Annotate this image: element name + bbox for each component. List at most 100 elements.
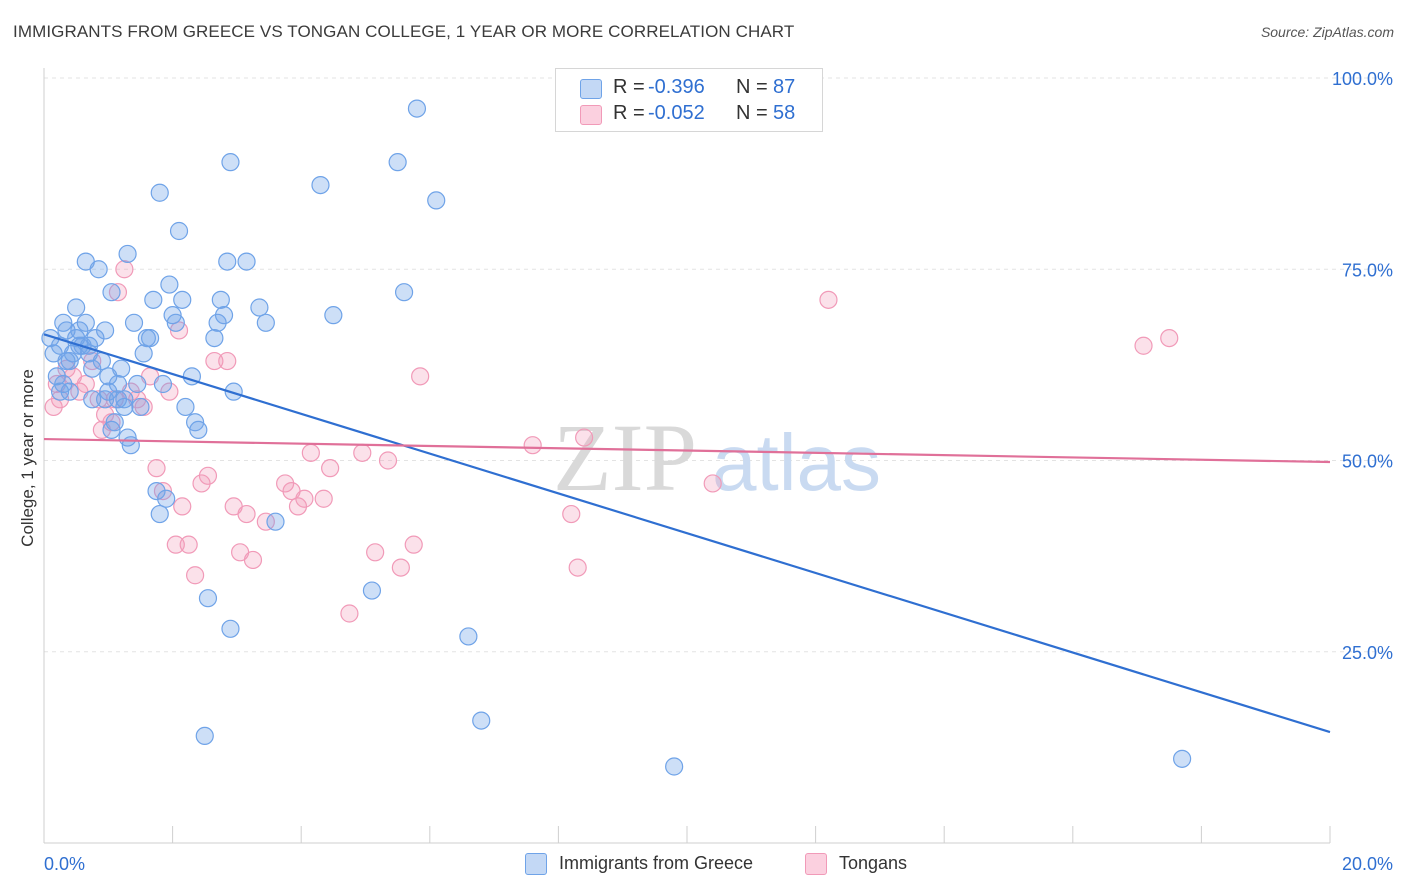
tongans-point [237,504,256,524]
legend-r-label: R = [613,76,645,98]
legend-r-label: R = [613,102,645,124]
greece-point [250,298,269,317]
tongans-point [205,351,224,371]
x-tick-label: 0.0% [44,854,85,874]
tongans-point [256,512,275,531]
greece-point [157,489,176,508]
legend-r-value: -0.396 [648,76,705,98]
legend-swatch-tongans [580,105,602,125]
greece-point [134,344,153,363]
greece-point [150,183,169,202]
greece-point [189,420,208,439]
greece-point [221,619,240,638]
tongans-point [186,566,205,585]
greece-point [95,321,115,340]
greece-point [173,290,192,309]
greece-point [54,374,73,394]
tongans-point [366,543,385,562]
grid-lines [44,77,1392,653]
greece-point [67,298,86,317]
greece-point [76,252,95,271]
tongans-point [314,489,333,508]
tongans-point [50,390,70,409]
tongans-point [321,459,340,478]
tongans-point [1134,336,1153,355]
trend-lines [43,333,1331,734]
legend-row-greece: R = -0.396 N = 87 [556,76,822,102]
greece-point [195,726,214,746]
tongans-point [76,374,95,394]
greece-point [128,374,147,394]
greece-point [176,397,195,417]
greece-point [665,757,684,776]
greece-point [394,283,414,302]
legend-label-greece: Immigrants from Greece [559,853,754,873]
greece-point [105,413,124,432]
tongans-point [819,290,838,309]
tongans-point [568,558,587,577]
legend-n-label: N = [736,76,768,98]
greece-point [121,436,140,455]
greece-point [150,504,169,524]
greece-point [115,390,134,409]
greece-point [144,290,163,309]
tongans-point [404,535,423,554]
tongans-point [166,535,185,554]
greece-point [76,313,95,332]
tongans-point [108,283,128,302]
series-immigrants-from-greece [41,99,1192,776]
tongans-point [378,451,398,470]
tongans-point [523,436,542,455]
greece-point [237,252,256,271]
greece-point [218,252,237,271]
greece-point [147,482,166,501]
greece-point [160,275,179,294]
axes [43,68,1331,844]
tongans-point [179,535,198,554]
x-tick-label: 20.0% [1342,854,1393,874]
greece-point [166,313,185,332]
tongans-point [218,351,237,371]
greece-point [108,374,128,394]
trend-line-tongans [43,437,1331,464]
chart-title: IMMIGRANTS FROM GREECE VS TONGAN COLLEGE… [13,22,795,41]
tongans-point [353,443,372,462]
series-legend: Immigrants from Greece Tongans [0,852,1406,878]
tongans-point [575,428,594,447]
y-tick-label: 75.0% [1342,260,1393,280]
legend-n-value: 58 [773,102,796,124]
legend-label-tongans: Tongans [839,853,908,873]
greece-point [99,367,118,386]
greece-point [108,390,128,409]
greece-point [153,374,173,394]
greece-point [221,153,240,172]
greece-point [459,627,478,646]
y-tick-label: 100.0% [1332,69,1393,89]
tongans-point [147,459,166,478]
watermark-atlas: atlas [712,418,881,507]
legend-n-value: 87 [773,76,796,98]
greece-point [224,382,243,401]
watermark: ZIP atlas [553,404,881,511]
tongans-point [411,367,430,386]
greece-point [324,306,343,325]
greece-point [57,321,76,340]
greece-point [362,581,382,600]
greece-point [57,351,76,371]
greece-point [311,176,330,195]
legend-swatch-greece [525,853,547,875]
legend-swatch-greece [580,79,602,99]
tongans-point [1160,329,1179,348]
greece-point [83,359,102,378]
tongans-point [340,604,359,623]
tick-labels: 25.0% 50.0% 75.0% 100.0% 0.0% 20.0% [44,69,1393,874]
greece-point [131,397,150,417]
source-label: Source: ZipAtlas.com [1260,24,1394,40]
greece-point [83,390,102,409]
legend-r-value: -0.052 [648,102,705,124]
tongans-point [198,466,218,485]
tongans-point [295,489,314,508]
tongans-point [243,550,263,570]
tongans-point [115,260,134,279]
